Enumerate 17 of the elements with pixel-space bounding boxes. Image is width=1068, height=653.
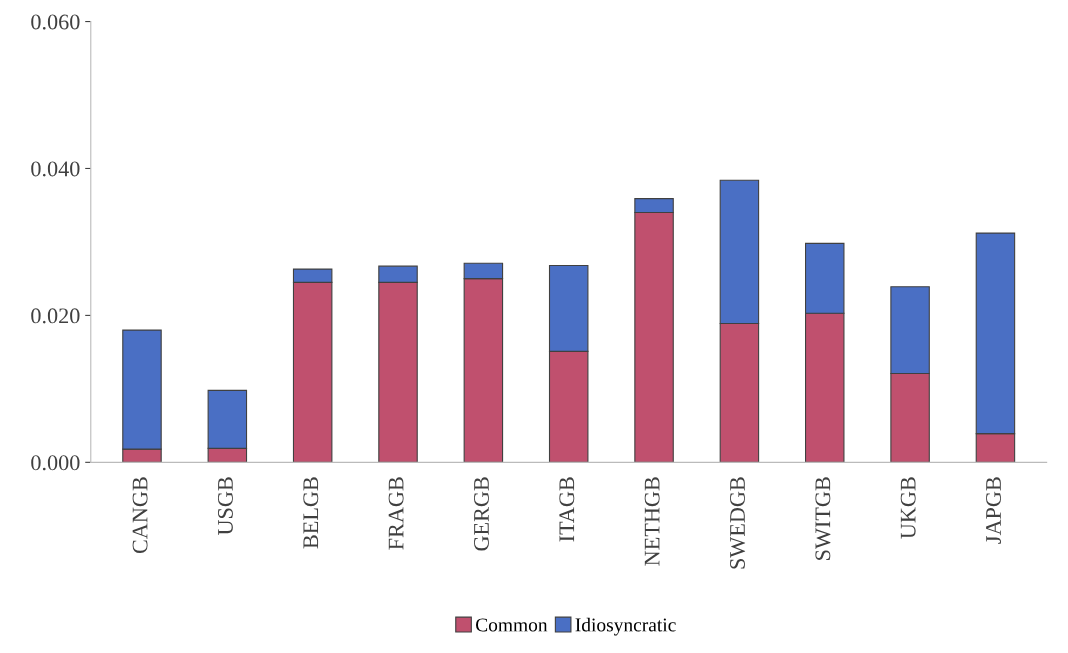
x-tick-label: SWEDGB (730, 477, 746, 569)
legend-label: Idiosyncratic (575, 617, 676, 636)
x-tick-label: NETHGB (644, 477, 660, 566)
legend-label: Common (476, 618, 548, 632)
x-tick-label: UKGB (900, 477, 916, 539)
x-tick-label: GERGB (473, 477, 489, 551)
x-tick-label: ITAGB (559, 477, 575, 542)
y-tick-label: 0.020 (31, 308, 80, 324)
x-tick-label: CANGB (132, 477, 148, 554)
x-tick-label: SWITGB (815, 477, 831, 560)
y-tick-label: 0.040 (31, 161, 80, 177)
y-tick-label: 0.000 (31, 455, 80, 471)
x-tick-label: BELGB (303, 477, 319, 549)
x-tick-label: USGB (217, 477, 233, 536)
y-tick-label: 0.060 (31, 14, 80, 30)
x-tick-label: FRAGB (388, 477, 404, 550)
x-tick-label: JAPGB (986, 477, 1001, 544)
